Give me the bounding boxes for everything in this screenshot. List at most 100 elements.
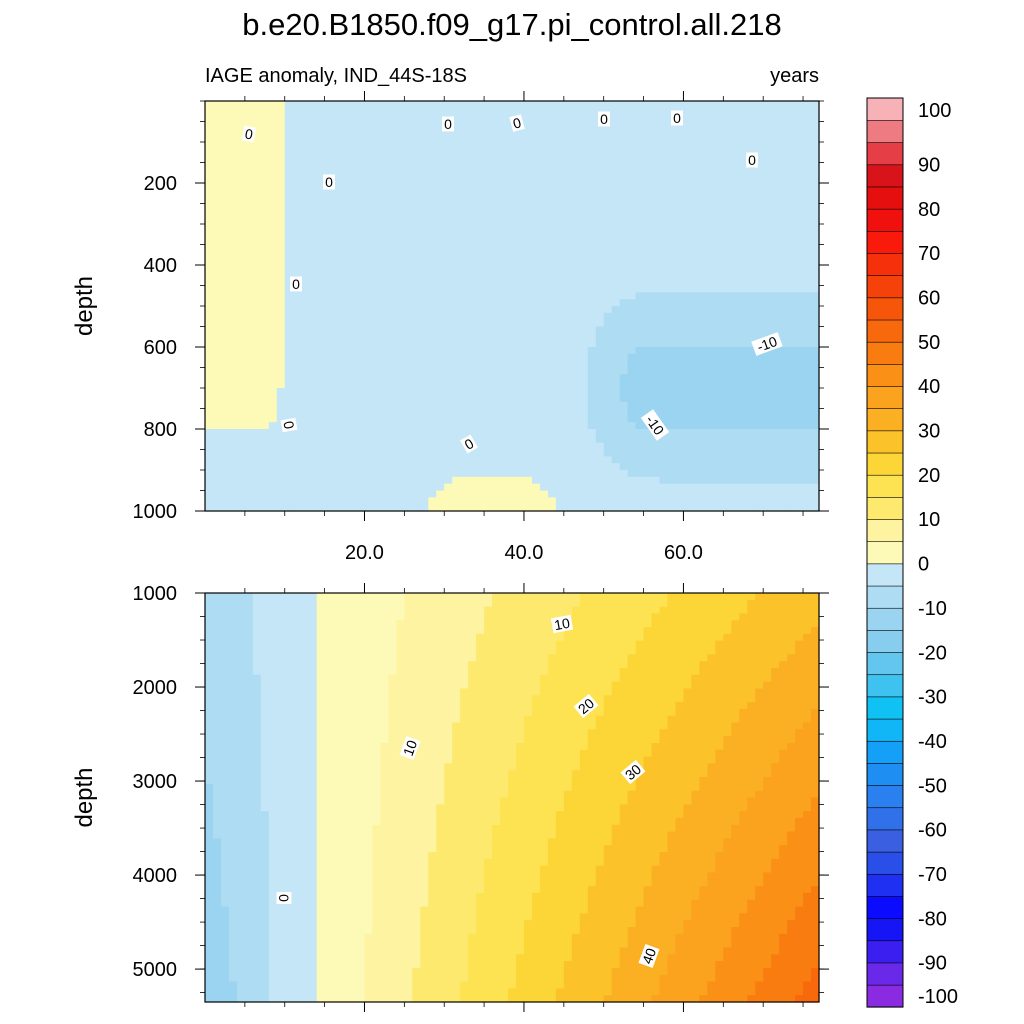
field-cell <box>651 251 661 259</box>
field-cell <box>244 490 254 498</box>
field-cell <box>779 258 788 266</box>
field-cell <box>460 278 469 287</box>
field-cell <box>412 497 421 505</box>
field-cell <box>619 401 629 410</box>
field-cell <box>651 449 661 457</box>
field-cell <box>675 306 685 314</box>
field-cell <box>436 203 445 211</box>
field-cell <box>420 422 429 430</box>
field-cell <box>220 326 230 334</box>
field-cell <box>811 599 820 608</box>
field-cell <box>236 394 246 403</box>
field-cell <box>523 183 533 191</box>
field-cell <box>220 224 230 232</box>
field-cell <box>691 429 700 437</box>
field-cell <box>539 394 549 403</box>
field-cell <box>340 422 350 430</box>
field-cell <box>292 394 302 403</box>
field-cell <box>723 101 732 109</box>
field-cell <box>587 176 597 184</box>
field-cell <box>603 360 613 369</box>
field-cell <box>508 183 517 191</box>
field-cell <box>292 101 302 109</box>
field-cell <box>228 237 238 246</box>
field-cell <box>284 606 294 615</box>
field-cell <box>484 408 493 416</box>
field-cell <box>571 504 581 512</box>
field-cell <box>707 367 716 375</box>
field-cell <box>220 367 230 375</box>
field-cell <box>723 483 732 492</box>
field-cell <box>364 306 374 314</box>
field-cell <box>595 463 605 471</box>
field-cell <box>236 504 246 512</box>
field-cell <box>276 306 286 314</box>
field-cell <box>803 593 812 601</box>
field-cell <box>404 422 413 430</box>
field-cell <box>460 483 469 492</box>
field-cell <box>300 203 310 211</box>
field-cell <box>276 312 286 321</box>
field-cell <box>452 483 461 492</box>
field-cell <box>755 114 764 123</box>
field-cell <box>587 381 597 389</box>
field-cell <box>468 142 477 150</box>
field-cell <box>332 306 342 314</box>
field-cell <box>396 429 405 437</box>
field-cell <box>667 463 677 471</box>
field-cell <box>547 388 557 396</box>
field-cell <box>340 142 350 150</box>
field-cell <box>579 360 589 369</box>
field-cell <box>460 265 469 273</box>
field-cell <box>723 347 732 355</box>
field-cell <box>643 606 653 615</box>
field-cell <box>627 401 637 410</box>
field-cell <box>707 408 716 416</box>
field-cell <box>444 490 453 498</box>
field-cell <box>508 497 517 505</box>
field-cell <box>396 347 405 355</box>
field-cell <box>236 285 246 293</box>
field-cell <box>380 224 389 232</box>
field-cell <box>324 271 334 280</box>
field-cell <box>500 435 509 444</box>
field-cell <box>412 265 421 273</box>
field-cell <box>260 429 270 437</box>
field-cell <box>803 196 812 205</box>
field-cell <box>563 340 573 348</box>
field-cell <box>627 169 637 177</box>
field-cell <box>460 415 469 423</box>
field-cell <box>420 196 429 205</box>
field-cell <box>611 599 621 608</box>
field-cell <box>508 217 517 225</box>
field-cell <box>276 217 286 225</box>
field-cell <box>492 210 501 218</box>
field-cell <box>779 196 788 205</box>
field-cell <box>723 169 732 177</box>
field-cell <box>340 155 350 164</box>
field-cell <box>763 476 772 485</box>
field-cell <box>603 176 613 184</box>
field-cell <box>595 285 605 293</box>
field-cell <box>763 107 772 116</box>
field-cell <box>747 306 756 314</box>
field-cell <box>795 599 804 608</box>
field-cell <box>252 271 262 280</box>
field-cell <box>268 128 278 136</box>
field-cell <box>787 319 796 328</box>
field-cell <box>683 367 693 375</box>
field-cell <box>348 285 358 293</box>
field-cell <box>300 224 310 232</box>
field-cell <box>380 176 389 184</box>
field-cell <box>699 258 708 266</box>
field-cell <box>587 415 597 423</box>
field-cell <box>268 415 278 423</box>
field-cell <box>571 285 581 293</box>
field-cell <box>643 299 653 307</box>
field-cell <box>571 394 581 403</box>
field-cell <box>476 128 485 136</box>
field-cell <box>292 401 302 410</box>
field-cell <box>563 435 573 444</box>
field-cell <box>707 490 716 498</box>
field-cell <box>811 504 820 512</box>
